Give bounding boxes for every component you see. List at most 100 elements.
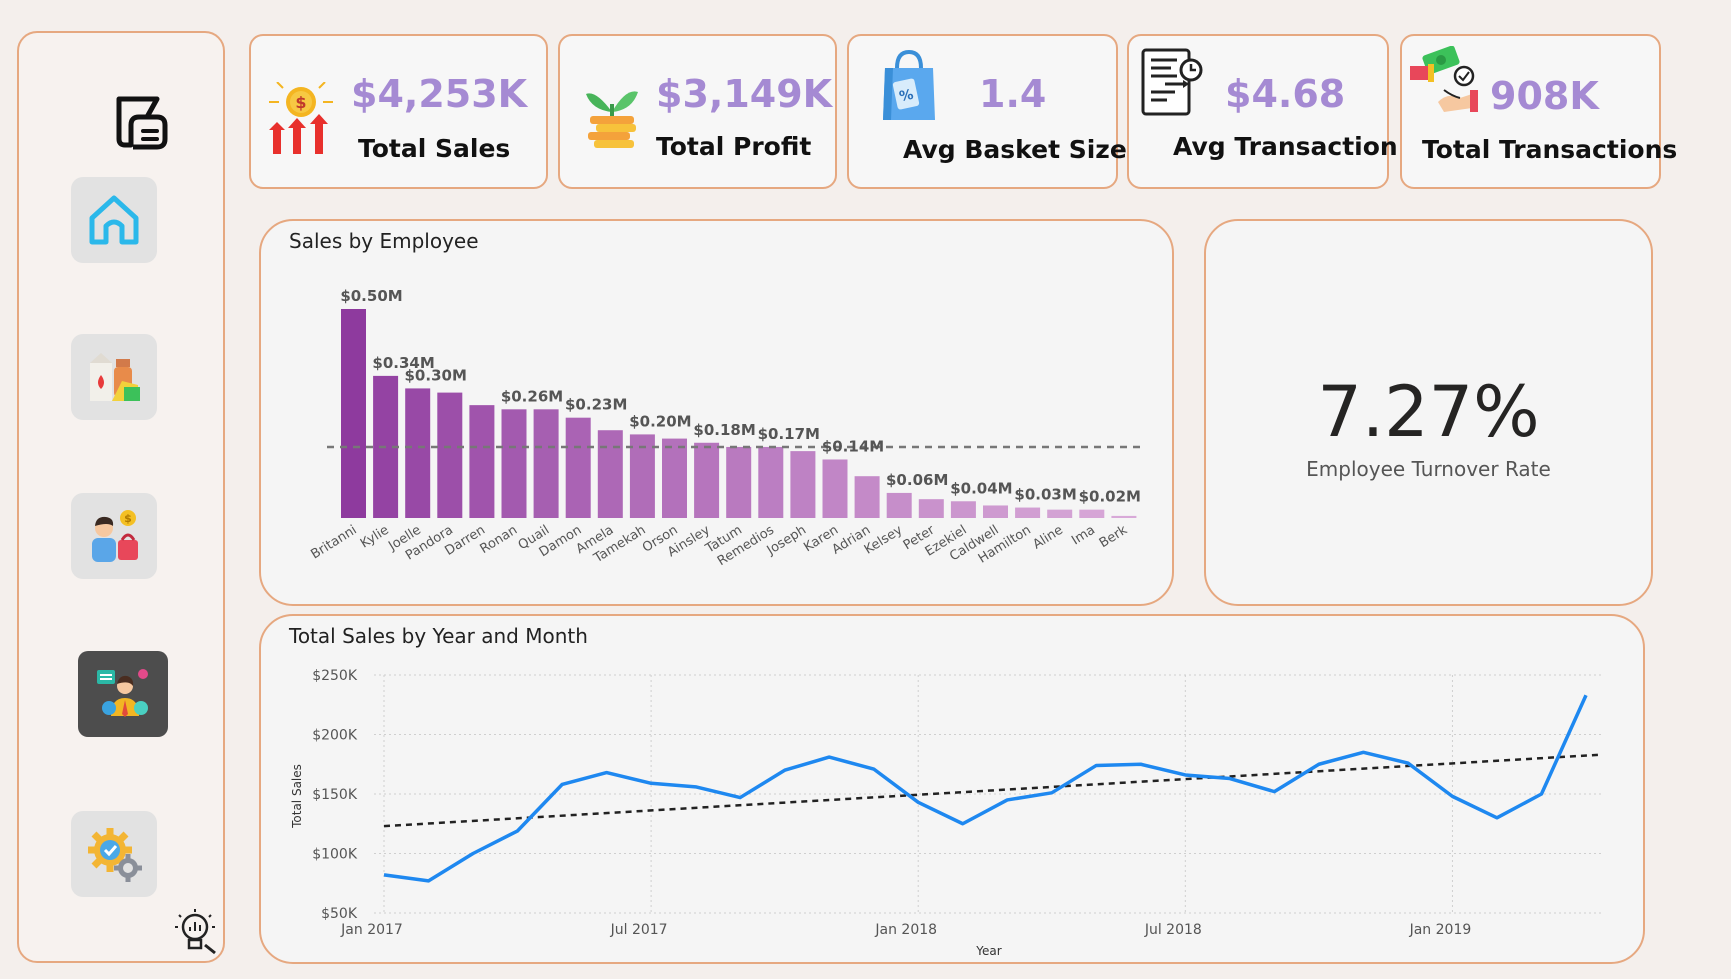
sales-line-series (383, 694, 1588, 883)
receipt-icon (1141, 48, 1203, 116)
bar-data-label: $0.04M (950, 479, 1012, 497)
kpi-avg-basket-label: Avg Basket Size (903, 135, 1127, 164)
nav-employees[interactable] (78, 651, 168, 737)
bar-aline (1047, 509, 1073, 518)
bar-amela (597, 430, 623, 518)
category-label: Kylie (358, 523, 392, 552)
kpi-avg-transaction: $4.68 Avg Transaction (1127, 34, 1398, 189)
bar-orson (662, 438, 687, 518)
bar-data-label: $0.34M (372, 354, 434, 372)
bar-data-label: $0.26M (501, 387, 563, 405)
nav-settings[interactable] (71, 811, 157, 897)
app-logo-icon[interactable] (109, 91, 173, 155)
bar-data-label: $0.23M (565, 396, 627, 414)
bar-data-label: $0.17M (758, 425, 820, 443)
bar-data-label: $0.14M (822, 437, 884, 455)
bar-joelle (405, 388, 431, 518)
bar-joseph (790, 451, 816, 518)
shopper-icon: $ (92, 510, 138, 562)
bar-darren (469, 405, 495, 518)
x-tick-label: Jan 2018 (874, 922, 937, 938)
bar-peter (918, 499, 944, 518)
kpi-total-sales-value: $4,253K (351, 72, 528, 116)
kpi-total-profit-label: Total Profit (656, 132, 812, 161)
bar-tamekah (629, 434, 655, 518)
turnover-rate-label: Employee Turnover Rate (1306, 457, 1551, 481)
sidebar: $ (17, 31, 225, 963)
trend-line (383, 753, 1601, 828)
bar-tatum (726, 446, 752, 518)
y-axis-title: Total Sales (290, 764, 304, 829)
kpi-avg-transaction-label: Avg Transaction (1173, 132, 1398, 161)
bar-ima (1079, 509, 1105, 518)
nav-customers[interactable]: $ (71, 493, 157, 579)
bar-pandora (437, 392, 463, 518)
bar-ronan (501, 409, 527, 518)
kpi-total-sales: $ $4,253K Total Sales (249, 34, 548, 189)
sales-by-employee-title: Sales by Employee (289, 229, 479, 253)
svg-text:$: $ (124, 512, 132, 525)
bar-damon (565, 417, 591, 518)
shopping-bag-icon: % (883, 49, 935, 120)
y-tick-label: $200K (312, 728, 358, 744)
y-tick-label: $250K (312, 668, 358, 684)
bar-data-label: $0.18M (693, 421, 755, 439)
bar-data-label: $0.50M (340, 287, 402, 305)
x-tick-label: Jul 2017 (610, 922, 668, 938)
kpi-avg-transaction-value: $4.68 (1225, 72, 1346, 116)
kpi-total-profit: $3,149K Total Profit (558, 34, 837, 189)
bar-ainsley (694, 442, 720, 518)
kpi-total-sales-label: Total Sales (358, 134, 511, 163)
bar-data-label: $0.06M (886, 471, 948, 489)
bar-ezekiel (950, 501, 976, 518)
nav-home[interactable] (71, 177, 157, 263)
coin-sprout-icon (586, 91, 638, 148)
home-icon (89, 195, 139, 245)
kpi-total-profit-value: $3,149K (656, 72, 833, 116)
grocery-icon (90, 353, 140, 401)
svg-text:%: % (898, 87, 915, 106)
sales-by-employee-panel: Sales by Employee $0.50M $0.34M $0.30M $0.2… (259, 219, 1174, 606)
turnover-panel: 7.27% Employee Turnover Rate (1204, 219, 1653, 606)
x-axis-title: Year (975, 944, 1001, 958)
bar-adrian (854, 476, 880, 518)
svg-text:$: $ (295, 93, 306, 112)
bar-data-label: $0.03M (1014, 486, 1076, 504)
bar-karen (822, 459, 848, 518)
x-tick-label: Jul 2018 (1144, 922, 1202, 938)
kpi-total-transactions-value: 908K (1490, 74, 1599, 118)
kpi-avg-basket: % 1.4 Avg Basket Size (847, 34, 1127, 189)
y-tick-label: $50K (321, 906, 358, 922)
bar-caldwell (983, 505, 1008, 518)
bar-data-label: $0.30M (405, 366, 467, 384)
bar-remedios (758, 446, 784, 518)
category-label: Britanni (308, 523, 359, 563)
category-label: Ronan (478, 523, 521, 557)
category-label: Ima (1069, 523, 1098, 549)
payment-hand-icon (1410, 46, 1478, 112)
nav-products[interactable] (71, 334, 157, 420)
lightbulb-chart-icon[interactable] (171, 907, 219, 955)
bar-hamilton (1015, 507, 1041, 518)
category-label: Aline (1030, 523, 1065, 553)
kpi-avg-basket-value: 1.4 (979, 72, 1047, 116)
bar-britanni (341, 309, 366, 518)
x-tick-label: Jan 2017 (340, 922, 403, 938)
employee-icon (97, 669, 148, 717)
sales-by-month-title: Total Sales by Year and Month (289, 624, 588, 648)
sales-by-month-panel: Total Sales by Year and Month $250K $200K… (259, 614, 1645, 964)
category-label: Berk (1097, 522, 1131, 551)
x-tick-label: Jan 2019 (1409, 922, 1472, 938)
bar-data-label: $0.20M (629, 412, 691, 430)
y-tick-label: $100K (312, 847, 358, 863)
dollar-growth-icon: $ (269, 82, 333, 154)
gear-icon (88, 828, 142, 882)
bar-data-label: $0.02M (1079, 488, 1141, 506)
bar-kelsey (886, 492, 912, 518)
bar-berk (1111, 515, 1137, 518)
bar-quail (533, 409, 559, 518)
turnover-rate-value: 7.27% (1317, 371, 1540, 453)
kpi-total-transactions: 908K Total Transactions (1400, 34, 1677, 189)
kpi-total-transactions-label: Total Transactions (1422, 135, 1678, 164)
